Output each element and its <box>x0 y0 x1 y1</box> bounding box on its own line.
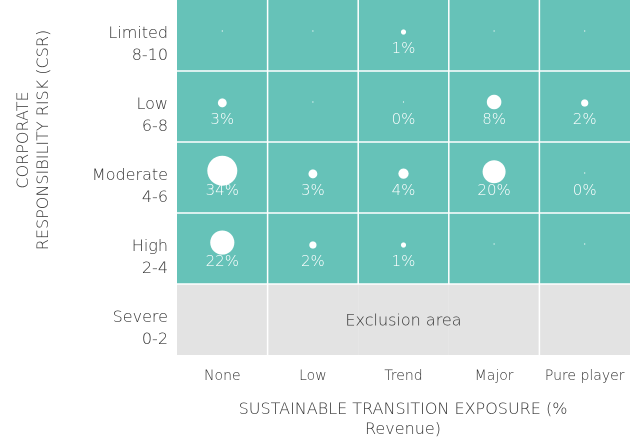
column-label: Trend <box>384 368 422 384</box>
matrix-cell <box>448 284 540 355</box>
matrix-cell <box>539 0 630 71</box>
matrix-cell <box>539 213 630 284</box>
value-bubble <box>584 30 586 32</box>
cell-value-label: 3% <box>210 110 234 128</box>
matrix-cell <box>267 284 359 355</box>
cell-value-label: 22% <box>206 252 239 270</box>
row-label-range: 6-8 <box>142 116 168 135</box>
column-label: None <box>204 368 241 384</box>
x-axis-title-line: SUSTAINABLE TRANSITION EXPOSURE (% <box>239 399 568 418</box>
cell-value-label: 0% <box>392 110 416 128</box>
value-bubble <box>207 155 238 186</box>
matrix-cell <box>539 142 630 213</box>
matrix-cell <box>539 284 630 355</box>
row-label-name: High <box>132 236 168 255</box>
x-axis-title: SUSTAINABLE TRANSITION EXPOSURE (%Revenu… <box>239 399 568 437</box>
row-label-range: 0-2 <box>142 329 168 348</box>
cell-value-label: 0% <box>573 181 597 199</box>
matrix-cell <box>267 71 359 142</box>
value-bubble <box>402 101 405 103</box>
row-labels: Limited 8-10 Low 6-8 Moderate 4-6 High 2-4 Sever… <box>92 23 168 348</box>
y-axis-title-line: CORPORATE <box>13 91 32 188</box>
matrix-cell <box>267 0 359 71</box>
column-label: Pure player <box>545 368 625 384</box>
row-label-name: Limited <box>108 23 168 42</box>
value-bubble <box>493 30 495 32</box>
value-bubble <box>584 243 586 245</box>
cell-value-label: 8% <box>482 110 506 128</box>
value-bubble <box>312 101 314 103</box>
value-bubble <box>493 243 495 245</box>
matrix-cell <box>448 213 540 284</box>
row-label-range: 4-6 <box>142 187 168 206</box>
cell-value-label: 2% <box>301 252 325 270</box>
matrix-cell <box>358 71 449 142</box>
matrix-cells <box>177 0 630 355</box>
row-label-range: 2-4 <box>142 258 168 277</box>
value-bubble <box>309 241 317 249</box>
cell-value-label: 1% <box>392 39 416 57</box>
exclusion-area-label: Exclusion area <box>345 311 461 330</box>
value-bubble <box>221 30 223 32</box>
y-axis-title-line: RESPONSIBILITY RISK (CSR) <box>33 30 52 250</box>
value-bubble <box>400 242 407 248</box>
cell-value-label: 1% <box>392 252 416 270</box>
matrix-cell <box>358 284 449 355</box>
value-bubble <box>486 94 502 110</box>
cell-value-label: 20% <box>477 181 510 199</box>
matrix-cell <box>448 0 540 71</box>
matrix-cell <box>358 213 449 284</box>
cell-value-label: 4% <box>392 181 416 199</box>
value-bubble <box>482 160 506 184</box>
value-bubble <box>308 169 318 179</box>
row-label-name: Low <box>136 94 168 113</box>
matrix-values: 1% 3% 0% 8% 2% 34% 3% 4% 20% 0% 22% 2% 1% <box>206 39 597 270</box>
value-bubble <box>400 29 407 35</box>
row-label-name: Severe <box>113 307 168 326</box>
cell-value-label: 2% <box>573 110 597 128</box>
value-bubble <box>584 172 586 174</box>
matrix-bubbles <box>207 29 589 255</box>
value-bubble <box>581 99 589 107</box>
matrix-gridlines <box>177 0 630 355</box>
matrix-cell <box>358 0 449 71</box>
value-bubble <box>398 168 409 179</box>
value-bubble <box>217 98 227 108</box>
row-label-range: 8-10 <box>132 45 168 64</box>
column-label: Low <box>299 368 327 384</box>
matrix-cell <box>177 0 268 71</box>
column-label: Major <box>475 368 514 384</box>
value-bubble <box>210 230 235 255</box>
matrix-cell <box>177 284 268 355</box>
cell-value-label: 3% <box>301 181 325 199</box>
cell-value-label: 34% <box>206 181 239 199</box>
y-axis-title: CORPORATE RESPONSIBILITY RISK (CSR) <box>13 30 52 250</box>
value-bubble <box>312 30 314 32</box>
row-label-name: Moderate <box>92 165 168 184</box>
x-axis-title-line: Revenue) <box>365 419 441 437</box>
column-labels: None Low Trend Major Pure player <box>204 368 625 384</box>
